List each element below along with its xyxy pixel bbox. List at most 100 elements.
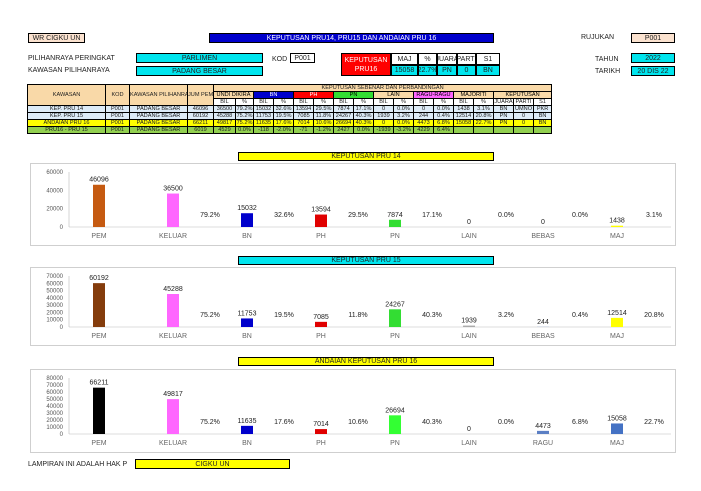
table-cell: P001 <box>105 119 130 127</box>
table-cell: 17.1% <box>353 105 374 113</box>
table-cell: 60192 <box>187 112 214 120</box>
percent-label: 40.3% <box>422 419 442 426</box>
sub-header: BIL <box>333 98 354 106</box>
table-cell: 0.0% <box>433 105 454 113</box>
percent-label: 3.2% <box>498 312 514 319</box>
table-cell: P001 <box>105 126 130 134</box>
sub-header: S1 <box>532 98 553 106</box>
level-field[interactable]: PARLIMEN <box>136 53 263 63</box>
table-cell: 75.2% <box>235 112 254 120</box>
group-label: BN <box>253 91 294 99</box>
table-cell: PN <box>493 112 514 120</box>
table-cell: 75.2% <box>235 119 254 127</box>
x-tick-label: KELUAR <box>159 233 187 240</box>
bar-value-label: 244 <box>537 319 549 326</box>
table-cell: 7874 <box>333 105 354 113</box>
table-cell: 3.1% <box>473 105 494 113</box>
sub-header: % <box>235 98 254 106</box>
col-kod: KOD <box>105 84 130 106</box>
group-label: LAIN <box>373 91 414 99</box>
sub-header: % <box>433 98 454 106</box>
table-cell: 79.2% <box>235 105 254 113</box>
bar-keluar <box>167 399 179 434</box>
x-tick-label: BEBAS <box>531 233 555 240</box>
bar-pn <box>389 415 401 434</box>
x-tick-label: MAJ <box>610 233 624 240</box>
y-tick-label: 60000 <box>46 170 63 176</box>
x-tick-label: KELUAR <box>159 333 187 340</box>
y-tick-label: 20000 <box>46 310 63 316</box>
table-cell: 4473 <box>413 119 434 127</box>
table-cell: 45288 <box>213 112 236 120</box>
percent-label: 0.0% <box>572 212 588 219</box>
level-label: PILIHANRAYA PERINGKAT <box>28 55 115 62</box>
table-cell: 6.4% <box>433 126 454 134</box>
area-field[interactable]: PADANG BESAR <box>136 66 263 76</box>
kod-field[interactable]: P001 <box>290 53 315 63</box>
table-cell: 66211 <box>187 119 214 127</box>
bar-value-label: 4473 <box>535 423 551 430</box>
table-cell: 0.4% <box>433 112 454 120</box>
y-tick-label: 30000 <box>46 411 63 417</box>
area-label: KAWASAN PILIHANRAYA <box>28 67 110 74</box>
y-tick-label: 40000 <box>46 296 63 302</box>
summary-value: PN <box>437 65 457 76</box>
table-cell: PN <box>493 119 514 127</box>
tarikh-field[interactable]: 20 DIS 22 <box>631 66 675 76</box>
y-tick-label: 0 <box>60 225 64 231</box>
table-cell: 0.0% <box>393 105 414 113</box>
rujukan-label: RUJUKAN <box>581 34 615 41</box>
group-label: MAJORITI <box>453 91 494 99</box>
table-subheader-row: BIL% BIL% BIL% BIL% BIL% BIL% BIL% JUARA PARTI S1 <box>28 98 553 106</box>
bar-value-label: 49817 <box>163 391 183 398</box>
percent-label: 17.1% <box>422 212 442 219</box>
x-tick-label: LAIN <box>461 233 477 240</box>
bar-ph <box>315 321 327 327</box>
sub-header: % <box>273 98 294 106</box>
bar-ph <box>315 214 327 227</box>
page-title: KEPUTUSAN PRU14, PRU15 DAN ANDAIAN PRU 1… <box>209 33 494 43</box>
table-cell: PADANG BESAR <box>129 112 188 120</box>
percent-label: 79.2% <box>200 212 220 219</box>
table-cell: 29.5% <box>313 105 334 113</box>
tahun-field[interactable]: 2022 <box>631 53 675 63</box>
tarikh-label: TARIKH <box>595 68 621 75</box>
col-jum-pem: JUM PEM <box>187 84 214 106</box>
bar-bn <box>241 213 253 227</box>
bar-value-label: 15058 <box>607 415 627 422</box>
table-cell: BN <box>493 105 514 113</box>
y-tick-label: 80000 <box>46 376 63 382</box>
bar-lain <box>463 325 475 327</box>
bar-bn <box>241 425 253 434</box>
percent-label: 40.3% <box>422 312 442 319</box>
group-label: UNDI DIKIRA <box>213 91 254 99</box>
table-cell: -1939 <box>373 126 394 134</box>
table-cell <box>513 126 534 134</box>
table-cell: 0.0% <box>235 126 254 134</box>
percent-label: 22.7% <box>644 419 664 426</box>
table-cell: 22.7% <box>473 119 494 127</box>
chart2-panel: 70000 60000 50000 40000 30000 20000 10000 0 6019… <box>30 267 676 346</box>
x-tick-label: PEM <box>91 440 106 447</box>
x-tick-label: BN <box>242 333 252 340</box>
table-cell: 0.0% <box>393 119 414 127</box>
bar-value-label: 24267 <box>385 301 405 308</box>
table-cell: 0 <box>373 105 394 113</box>
table-cell: BN <box>532 112 553 120</box>
y-tick-label: 60000 <box>46 390 63 396</box>
table-cell: PADANG BESAR <box>129 119 188 127</box>
table-cell: 32.6% <box>273 105 294 113</box>
table-row: ANDAIAN PRU 16 P001 PADANG BESAR 66211 49817… <box>27 119 553 127</box>
rujukan-field[interactable]: P001 <box>631 33 675 43</box>
table-cell: KEP. PRU 15 <box>27 112 106 120</box>
x-tick-label: PEM <box>91 233 106 240</box>
table-cell: 6019 <box>187 126 214 134</box>
bar-value-label: 0 <box>467 426 471 433</box>
table-cell: 244 <box>413 112 434 120</box>
table-cell: 46096 <box>187 105 214 113</box>
table-cell: 4229 <box>413 126 434 134</box>
y-tick-label: 20000 <box>46 207 63 213</box>
percent-label: 19.5% <box>274 312 294 319</box>
